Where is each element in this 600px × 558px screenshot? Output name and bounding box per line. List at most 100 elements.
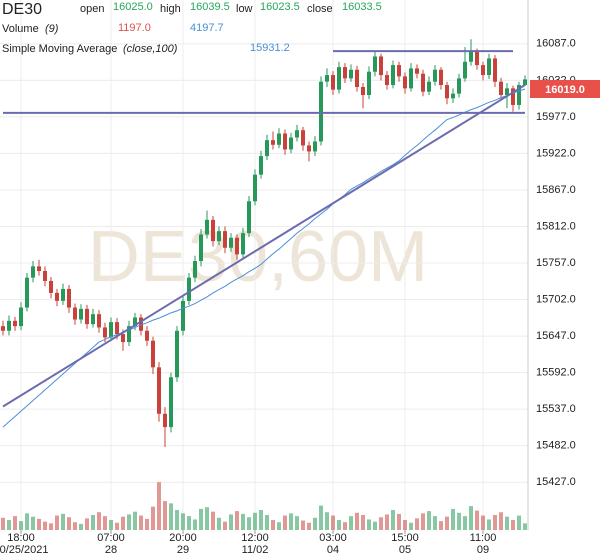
- sma-line: [2, 88, 526, 428]
- y-tick-label: 15592.0: [536, 367, 576, 379]
- label: Simple Moving Average: [2, 43, 117, 55]
- candle-body: [511, 88, 515, 105]
- volume-bar: [421, 513, 425, 530]
- volume-bar: [79, 523, 83, 530]
- y-tick-label: 15922.0: [536, 147, 576, 159]
- candle-body: [253, 174, 257, 202]
- candle-body: [385, 75, 389, 86]
- x-tick-label: 03:00: [319, 532, 347, 544]
- candle-body: [169, 377, 173, 428]
- volume-bar: [133, 511, 137, 530]
- volume-bar: [169, 503, 173, 530]
- candle-body: [145, 330, 149, 341]
- label: Volume: [2, 23, 39, 35]
- volume-bar: [475, 510, 479, 530]
- candle-body: [115, 322, 119, 335]
- candle-body: [235, 237, 239, 255]
- volume-bar: [19, 521, 23, 530]
- candle-body: [241, 233, 245, 255]
- label: close: [307, 3, 333, 15]
- volume-bar: [223, 521, 227, 530]
- volume-bar: [511, 520, 515, 530]
- volume-bar: [205, 507, 209, 530]
- drawn-line: [2, 84, 526, 408]
- candle-body: [493, 58, 497, 82]
- candle-body: [355, 69, 359, 88]
- volume-bar: [313, 517, 317, 530]
- candle-body: [421, 73, 425, 92]
- volume-bar: [115, 522, 119, 530]
- volume-bar: [97, 512, 101, 530]
- candle-body: [409, 68, 413, 89]
- candle-body: [271, 140, 275, 145]
- volume-bar: [181, 513, 185, 530]
- y-tick-label: 15427.0: [536, 476, 576, 488]
- candle-body: [505, 88, 509, 95]
- volume-bar: [415, 518, 419, 530]
- volume-bar: [241, 513, 245, 530]
- candle-body: [403, 76, 407, 89]
- candle-body: [55, 292, 59, 301]
- x-tick-date: 09: [477, 544, 489, 556]
- candle-body: [295, 130, 299, 138]
- candle-body: [247, 201, 251, 234]
- candle-body: [73, 307, 77, 320]
- candle-body: [79, 308, 83, 320]
- volume-bar: [265, 515, 269, 530]
- candle-body: [343, 67, 347, 79]
- volume-bar: [1, 517, 5, 530]
- candle-body: [337, 67, 341, 90]
- volume-bar: [355, 512, 359, 530]
- candle-body: [91, 314, 95, 325]
- volume-bar: [457, 512, 461, 530]
- volume-bar: [499, 512, 503, 530]
- candle-body: [121, 334, 125, 343]
- candle-body: [205, 219, 209, 235]
- y-tick-label: 15867.0: [536, 184, 576, 196]
- volume-bar: [469, 506, 473, 530]
- value: 16039.5: [190, 1, 230, 13]
- volume-bar: [259, 510, 263, 530]
- volume-bar: [91, 515, 95, 530]
- price-tag-label: 16019.0: [545, 84, 585, 96]
- volume-bar: [397, 513, 401, 530]
- volume-bar: [199, 508, 203, 530]
- candle-body: [109, 322, 113, 338]
- candle-body: [433, 69, 437, 82]
- volume-bar: [25, 513, 29, 530]
- volume-bar: [481, 515, 485, 530]
- volume-bar: [325, 512, 329, 530]
- y-tick-label: 15647.0: [536, 330, 576, 342]
- candle-body: [277, 133, 281, 145]
- candle-body: [427, 81, 431, 92]
- candle-body: [163, 413, 167, 428]
- value: 1197.0: [118, 22, 151, 34]
- label: high: [160, 3, 181, 15]
- candle-body: [439, 69, 443, 86]
- label: (9): [45, 23, 59, 35]
- x-tick-date: 04: [327, 544, 339, 556]
- candle-body: [349, 69, 353, 79]
- candle-body: [7, 320, 11, 331]
- value: 16023.5: [260, 1, 300, 13]
- volume-bar: [163, 501, 167, 530]
- volume-bar: [361, 515, 365, 530]
- candle-body: [229, 237, 233, 248]
- value: 16033.5: [342, 1, 382, 13]
- candle-body: [445, 85, 449, 99]
- volume-bar: [109, 520, 113, 530]
- candle-body: [25, 277, 29, 308]
- y-tick-label: 15977.0: [536, 111, 576, 123]
- volume-bar: [73, 522, 77, 530]
- candle-body: [289, 137, 293, 150]
- y-tick-label: 15757.0: [536, 257, 576, 269]
- candle-body: [415, 68, 419, 74]
- label: (close,100): [123, 43, 178, 55]
- volume-bar: [7, 520, 11, 530]
- volume-bar: [121, 516, 125, 530]
- volume-bar: [217, 517, 221, 530]
- candle-body: [379, 56, 383, 76]
- volume-bar: [523, 523, 527, 530]
- volume-bar: [283, 515, 287, 530]
